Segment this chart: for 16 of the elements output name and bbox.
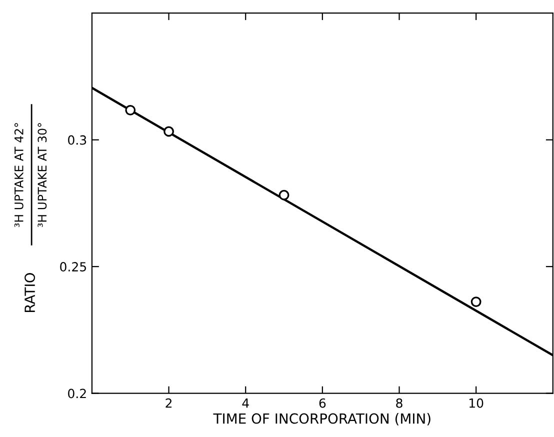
- point: [470, 296, 482, 308]
- x-tick-label: 10: [469, 398, 484, 408]
- y-axis-title: RATIO: [24, 273, 36, 312]
- x-tick-label: 2: [166, 398, 172, 408]
- text: ³H UPTAKE AT 42°: [14, 123, 24, 227]
- x-tick-label: 4: [242, 398, 249, 408]
- y-tick-label: 0.25: [60, 262, 86, 272]
- y-tick-label: 0.2: [68, 388, 86, 398]
- point: [125, 104, 136, 116]
- point: [164, 126, 174, 137]
- y-tick-label: 0.3: [68, 135, 86, 145]
- x-tick-label: 6: [319, 398, 326, 408]
- x-tick-label: 8: [396, 398, 402, 408]
- x-axis-title: TIME OF INCORPORATION (MIN): [213, 413, 430, 426]
- text: ³H UPTAKE AT 30°: [38, 123, 47, 227]
- point: [278, 190, 290, 200]
